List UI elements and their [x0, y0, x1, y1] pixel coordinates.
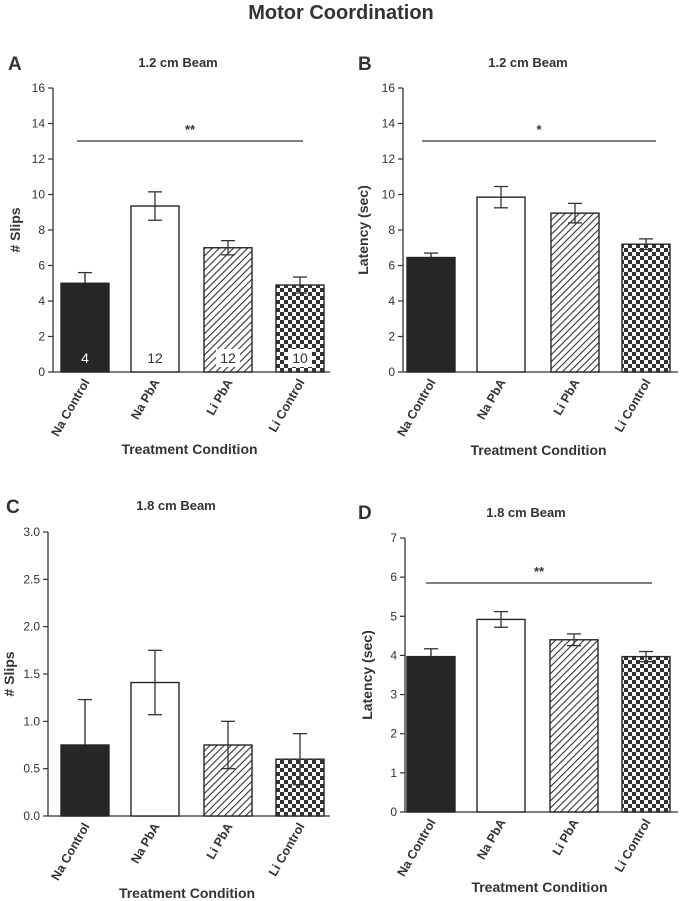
- bar: [130, 205, 180, 373]
- y-axis-label: Latency (sec): [359, 630, 375, 719]
- category-label: Na PbA: [128, 821, 162, 866]
- y-tick-label: 16: [382, 81, 396, 95]
- panel-title: 1.2 cm Beam: [488, 55, 568, 70]
- significance-marker: **: [534, 564, 545, 579]
- n-label: 12: [147, 350, 163, 366]
- y-tick-label: 2: [388, 330, 395, 344]
- y-tick-label: 6: [388, 259, 395, 273]
- y-tick-label: 2.5: [23, 572, 40, 586]
- panel-title: 1.2 cm Beam: [138, 55, 218, 70]
- y-tick-label: 3: [390, 688, 397, 702]
- y-tick-label: 6: [38, 259, 45, 273]
- y-tick-label: 0: [390, 805, 397, 819]
- y-axis-label: # Slips: [1, 651, 17, 696]
- n-label-background: [216, 349, 240, 367]
- bar: [476, 618, 526, 813]
- y-tick-label: 16: [32, 81, 46, 95]
- panel-title: 1.8 cm Beam: [486, 505, 566, 520]
- category-label: Li PbA: [204, 377, 236, 418]
- bar: [476, 196, 526, 373]
- category-label: Li PbA: [551, 377, 583, 418]
- y-tick-label: 3.0: [23, 525, 40, 539]
- category-label: Li Control: [612, 817, 654, 875]
- y-tick-label: 8: [388, 223, 395, 237]
- panel-c: C 1.8 cm Beam 0.0 0.5 1.0 1.5 2.0 2.5 3.0 # Slips…: [1, 497, 330, 901]
- panel-a: A 1.2 cm Beam 0 2 4 6 8 10 12 14 16 # Slips Treatmen…: [7, 54, 330, 457]
- category-label: Na PbA: [128, 377, 162, 422]
- y-tick-label: 1: [390, 766, 397, 780]
- y-tick-label: 0: [38, 365, 45, 379]
- x-axis-label: Treatment Condition: [121, 441, 257, 457]
- y-tick-label: 2: [390, 727, 397, 741]
- y-tick-label: 5: [390, 609, 397, 623]
- category-label: Na Control: [395, 817, 439, 879]
- panel-letter: B: [358, 54, 372, 75]
- category-label: Na PbA: [474, 817, 508, 862]
- x-axis-label: Treatment Condition: [471, 879, 607, 895]
- y-tick-label: 7: [390, 531, 397, 545]
- panel-d: D 1.8 cm Beam 0 1 2 3 4 5 6 7 Latency (sec) Treatme…: [358, 503, 678, 895]
- y-tick-label: 0: [388, 365, 395, 379]
- n-label-background: [288, 349, 312, 367]
- y-tick-label: 1.5: [23, 667, 40, 681]
- n-label: 10: [292, 350, 308, 366]
- figure-title: Motor Coordination: [248, 2, 434, 24]
- y-tick-label: 10: [382, 188, 396, 202]
- y-tick-label: 4: [390, 648, 397, 662]
- bar: [621, 243, 671, 373]
- category-label: Na Control: [49, 377, 93, 439]
- y-tick-label: 4: [388, 294, 395, 308]
- y-tick-label: 12: [382, 152, 396, 166]
- y-tick-label: 8: [38, 223, 45, 237]
- category-label: Li PbA: [550, 817, 582, 858]
- category-label: Li Control: [612, 377, 654, 435]
- y-tick-label: 0.5: [23, 762, 40, 776]
- y-axis-label: # Slips: [7, 207, 23, 252]
- y-tick-label: 10: [32, 188, 46, 202]
- bar: [621, 655, 671, 813]
- x-axis-label: Treatment Condition: [119, 885, 255, 901]
- bar: [550, 212, 600, 373]
- panel-letter: A: [8, 54, 22, 75]
- y-tick-label: 2.0: [23, 620, 40, 634]
- category-label: Na Control: [49, 821, 93, 883]
- x-axis-label: Treatment Condition: [470, 442, 606, 458]
- y-tick-label: 4: [38, 294, 45, 308]
- y-tick-label: 14: [32, 117, 46, 131]
- n-label: 12: [220, 350, 236, 366]
- y-tick-label: 1.0: [23, 714, 40, 728]
- category-label: Li PbA: [204, 821, 236, 862]
- category-label: Li Control: [266, 821, 308, 879]
- y-tick-label: 0.0: [23, 809, 40, 823]
- bar: [406, 655, 456, 813]
- panel-letter: D: [358, 503, 372, 524]
- y-tick-label: 2: [38, 330, 45, 344]
- n-label: 4: [81, 350, 89, 366]
- category-label: Na Control: [395, 377, 439, 439]
- panel-b: B 1.2 cm Beam 0 2 4 6 8 10 12 14 16 Latency (sec) Tr…: [355, 54, 678, 458]
- category-label: Na PbA: [474, 377, 508, 422]
- panel-title: 1.8 cm Beam: [136, 498, 216, 513]
- bar: [549, 639, 599, 813]
- y-tick-label: 12: [32, 152, 46, 166]
- y-axis-label: Latency (sec): [355, 185, 371, 274]
- significance-marker: **: [185, 122, 196, 137]
- y-tick-label: 14: [382, 117, 396, 131]
- category-label: Li Control: [266, 377, 308, 435]
- panel-letter: C: [6, 497, 20, 518]
- significance-marker: *: [536, 122, 542, 137]
- y-tick-label: 6: [390, 570, 397, 584]
- bar: [406, 256, 456, 373]
